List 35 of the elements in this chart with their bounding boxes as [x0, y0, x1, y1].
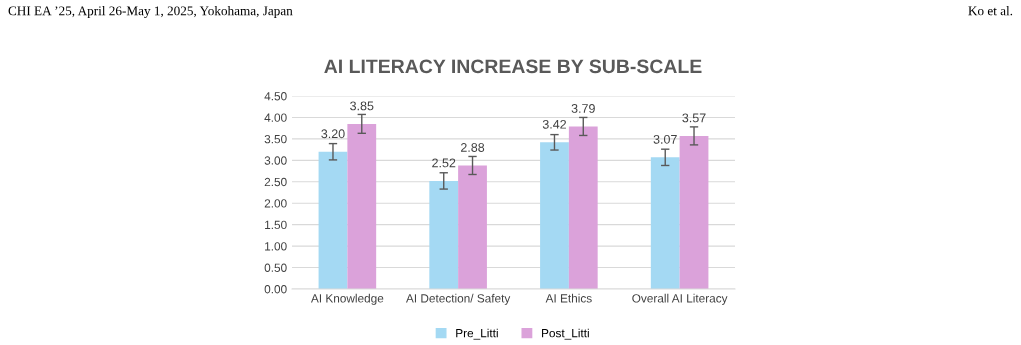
chart-title: AI LITERACY INCREASE BY SUB-SCALE: [324, 59, 702, 74]
data-label: 3.85: [350, 101, 374, 111]
y-tick-label: 4.00: [264, 113, 287, 122]
bar: [679, 135, 709, 289]
data-label: 3.20: [321, 129, 345, 139]
data-label: 3.79: [571, 104, 595, 113]
data-label: 2.88: [460, 143, 485, 152]
y-tick-label: 3.50: [264, 134, 287, 144]
y-tick-label: 2.50: [264, 177, 287, 187]
y-tick-label: 3.00: [264, 156, 287, 165]
bar: [347, 123, 377, 289]
y-tick-label: 2.00: [264, 199, 287, 208]
legend-label: Pre_Litti: [456, 328, 498, 340]
x-tick-label: AI Ethics: [545, 293, 592, 303]
text: Ko et al.: [968, 6, 1013, 16]
legend-label: Post_Litti: [542, 328, 589, 340]
bar: [458, 165, 487, 289]
x-tick-label: Overall AI Literacy: [632, 293, 728, 305]
bar: [568, 126, 598, 289]
y-tick-label: 0.00: [264, 285, 287, 294]
y-tick-label: 4.50: [264, 92, 287, 101]
data-label: 3.57: [682, 113, 706, 123]
bar: [540, 142, 569, 289]
data-label: 3.42: [542, 119, 567, 129]
bar: [650, 157, 680, 289]
y-tick-label: 1.00: [265, 242, 287, 251]
y-tick-label: 0.50: [264, 263, 287, 272]
y-tick-label: 1.50: [265, 220, 287, 230]
bar: [318, 151, 348, 289]
x-tick-label: AI Knowledge: [310, 293, 384, 305]
text: CHI EA ’25, April 26-May 1, 2025, Yokohama, Japan: [8, 6, 293, 18]
data-label: 3.07: [653, 134, 677, 144]
bar: [429, 180, 459, 289]
data-label: 2.52: [432, 158, 456, 168]
x-tick-label: AI Detection/ Safety: [405, 293, 511, 305]
